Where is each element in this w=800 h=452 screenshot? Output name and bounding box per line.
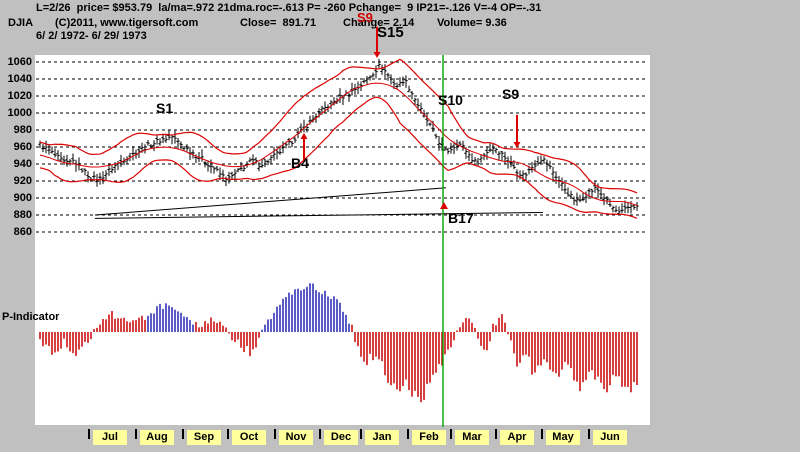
price-axis-label: 860 <box>13 226 32 238</box>
price-axis-label: 920 <box>13 175 32 187</box>
volume-value: Volume= 9.36 <box>437 17 507 29</box>
price-axis-label: 960 <box>13 141 32 153</box>
chart-annotation-b4: B4 <box>291 155 309 171</box>
price-axis-label: 940 <box>13 158 32 170</box>
trendline <box>94 211 544 219</box>
month-label: Jan <box>365 430 399 445</box>
grid-lines <box>36 61 648 233</box>
month-tick <box>450 429 452 439</box>
p-indicator-label: P-Indicator <box>2 311 60 323</box>
month-tick <box>541 429 543 439</box>
p-indicator-histogram <box>39 283 638 403</box>
month-label: Feb <box>412 430 446 445</box>
signal-arrowhead <box>300 133 308 139</box>
month-tick <box>135 429 137 439</box>
price-axis-label: 1040 <box>7 73 32 85</box>
change-value: Change= 2.14 <box>343 17 415 29</box>
month-tick <box>319 429 321 439</box>
price-axis-label: 1020 <box>7 90 32 102</box>
month-label: Apr <box>500 430 534 445</box>
signal-arrowhead <box>373 52 381 58</box>
signal-arrowhead <box>513 142 521 148</box>
month-label: Dec <box>324 430 358 445</box>
price-axis-label: 1000 <box>7 107 32 119</box>
header-stats-line: L=2/26 price= $953.79 la/ma=.972 21dma.r… <box>36 2 542 14</box>
month-tick <box>495 429 497 439</box>
month-label: May <box>546 430 580 445</box>
chart-annotation-s15: S15 <box>377 24 404 41</box>
ohlc-bars <box>38 58 639 215</box>
month-label: Jul <box>93 430 127 445</box>
close-value: Close= 891.71 <box>240 17 317 29</box>
date-range-label: 6/ 2/ 1972- 6/ 29/ 1973 <box>36 30 147 42</box>
copyright-label: (C)2011, www.tigersoft.com <box>55 17 199 29</box>
buy-marker <box>440 202 448 209</box>
price-bands <box>39 58 638 219</box>
month-tick <box>227 429 229 439</box>
month-label: Jun <box>593 430 627 445</box>
price-axis-label: 900 <box>13 192 32 204</box>
month-label: Oct <box>232 430 266 445</box>
price-axis-label: 980 <box>13 124 32 136</box>
chart-annotation-s9: S9 <box>357 10 373 25</box>
chart-annotation-s10: S10 <box>438 92 463 108</box>
chart-annotation-s9: S9 <box>502 86 520 102</box>
symbol-label: DJIA <box>8 17 34 29</box>
month-tick <box>588 429 590 439</box>
month-tick <box>88 429 90 439</box>
price-axis-label: 1060 <box>7 56 32 68</box>
month-label: Aug <box>140 430 174 445</box>
trendline <box>94 187 447 216</box>
chart-annotation-s1: S1 <box>156 100 174 116</box>
chart-panel <box>35 55 650 425</box>
chart-annotation-b17: B17 <box>448 210 474 226</box>
month-tick <box>182 429 184 439</box>
month-tick <box>407 429 409 439</box>
month-label: Nov <box>279 430 313 445</box>
month-tick <box>274 429 276 439</box>
month-label: Sep <box>187 430 221 445</box>
month-tick <box>360 429 362 439</box>
month-label: Mar <box>455 430 489 445</box>
price-axis-label: 880 <box>13 209 32 221</box>
